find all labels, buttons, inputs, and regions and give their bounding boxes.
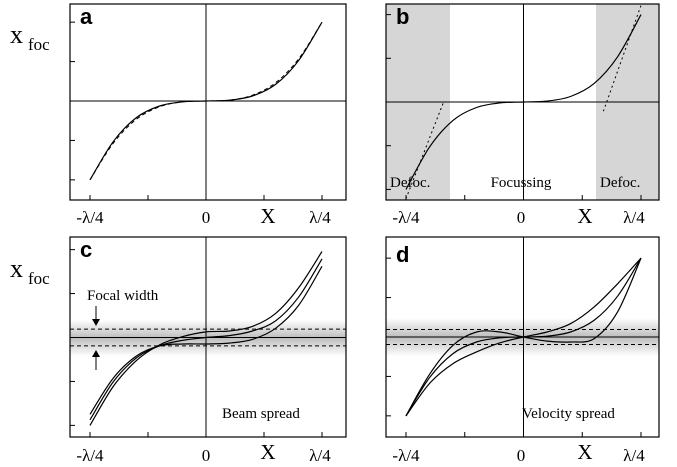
panel-frame (69, 3, 347, 201)
x-tick-label: 0 (202, 446, 211, 465)
plot-area-c (70, 237, 346, 437)
plot-area-b (386, 4, 659, 200)
region-label-center: Focussing (491, 175, 552, 191)
panel-label: b (396, 4, 409, 29)
series-line-3 (602, 5, 642, 112)
region-label-left: Defoc. (390, 175, 430, 191)
panel-frame (385, 236, 660, 438)
x-tick-label: -λ/4 (392, 446, 420, 465)
series-line-2 (89, 258, 323, 421)
arrow-up-icon (92, 350, 100, 357)
x-axis-label: X (577, 440, 592, 464)
x-tick-label: -λ/4 (76, 446, 104, 465)
panel-label: c (80, 237, 92, 262)
panel-d: d Velocity spread -λ/4 0 λ/4 X (385, 236, 660, 465)
x-axis-label: X (577, 204, 592, 228)
focal-width-label: Focal width (87, 288, 159, 304)
x-tick-label: λ/4 (309, 446, 331, 465)
x-tick-label: 0 (517, 446, 526, 465)
panel-frame (69, 236, 347, 438)
x-axis-label: X (260, 204, 275, 228)
panel-c: c Focal width Beam spread -λ/4 0 λ/4 X (69, 236, 347, 465)
series-line-3 (405, 257, 642, 417)
series-line-1 (89, 265, 323, 415)
series-line-2 (89, 21, 323, 181)
ylabel-subscript: foc (28, 35, 50, 54)
x-tick-label: -λ/4 (392, 208, 420, 227)
arrow-down-icon (92, 319, 100, 326)
plot-area-d (386, 237, 659, 437)
x-tick-label: 0 (517, 208, 526, 227)
x-tick-label: λ/4 (623, 446, 645, 465)
x-tick-label: -λ/4 (76, 208, 104, 227)
corner-annotation: Velocity spread (522, 406, 615, 422)
x-tick-label: 0 (202, 208, 211, 227)
ylabel-main: x (10, 20, 23, 49)
series-line-3 (89, 251, 323, 426)
panel-frame (385, 3, 660, 201)
corner-annotation: Beam spread (222, 406, 300, 422)
x-tick-label: λ/4 (309, 208, 331, 227)
ylabel-top: x foc (10, 20, 50, 54)
plot-area-a (70, 4, 346, 200)
x-axis-label: X (260, 440, 275, 464)
panel-label: a (80, 4, 93, 29)
panel-b: b Defoc. Focussing Defoc. -λ/4 0 λ/4 X (385, 3, 660, 228)
panel-a: a -λ/4 0 λ/4 X (69, 3, 347, 228)
ylabel-bottom: x foc (10, 254, 50, 288)
series-line-1 (405, 14, 642, 190)
ylabel-subscript: foc (28, 269, 50, 288)
region-label-right: Defoc. (600, 175, 640, 191)
ylabel-main: x (10, 254, 23, 283)
series-line-2 (405, 101, 445, 199)
panel-label: d (396, 242, 409, 267)
x-tick-label: λ/4 (623, 208, 645, 227)
